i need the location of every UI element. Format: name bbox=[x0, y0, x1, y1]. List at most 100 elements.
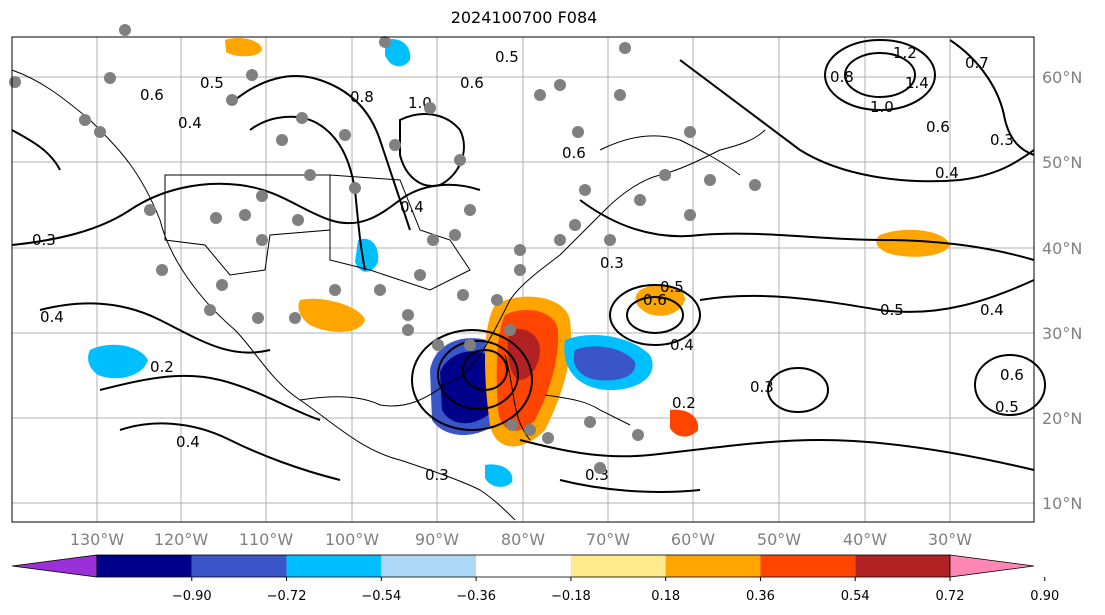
colorbar-extension-min bbox=[11, 554, 98, 578]
colorbar-tick-label: −0.36 bbox=[456, 589, 496, 604]
contour-label: 0.4 bbox=[178, 114, 202, 132]
colorbar-segment bbox=[97, 555, 192, 577]
contour-label: 0.3 bbox=[600, 254, 624, 272]
longitude-tick-label: 30°W bbox=[928, 530, 972, 549]
station-marker bbox=[684, 126, 696, 138]
latitude-tick-label: 60°N bbox=[1042, 68, 1082, 87]
station-marker bbox=[534, 89, 546, 101]
colorbar-segment bbox=[381, 555, 477, 577]
longitude-tick-label: 100°W bbox=[325, 530, 380, 549]
station-marker bbox=[572, 126, 584, 138]
mexico-positive-area bbox=[298, 298, 365, 332]
station-marker bbox=[524, 424, 536, 436]
station-marker bbox=[256, 190, 268, 202]
station-marker bbox=[432, 339, 444, 351]
station-marker bbox=[579, 184, 591, 196]
colorbar-tick-label: −0.72 bbox=[267, 589, 307, 604]
station-marker bbox=[226, 94, 238, 106]
station-marker bbox=[402, 309, 414, 321]
colorbar-tick-label: −0.18 bbox=[551, 589, 591, 604]
station-marker bbox=[457, 289, 469, 301]
longitude-tick-label: 90°W bbox=[415, 530, 459, 549]
station-marker bbox=[239, 209, 251, 221]
station-marker bbox=[156, 264, 168, 276]
contour-label: 0.3 bbox=[32, 231, 56, 249]
station-marker bbox=[292, 214, 304, 226]
station-marker bbox=[289, 312, 301, 324]
latitude-tick-label: 50°N bbox=[1042, 153, 1082, 172]
contour-label: 0.5 bbox=[660, 278, 684, 296]
contour-label: 0.4 bbox=[935, 164, 959, 182]
contour-label: 0.6 bbox=[460, 74, 484, 92]
station-marker bbox=[276, 134, 288, 146]
station-marker bbox=[339, 129, 351, 141]
latitude-tick-label: 30°N bbox=[1042, 324, 1082, 343]
station-marker bbox=[414, 269, 426, 281]
contour-label: 1.4 bbox=[905, 74, 929, 92]
contour-label: 0.6 bbox=[643, 291, 667, 309]
contour-label: 0.8 bbox=[830, 68, 854, 86]
station-marker bbox=[252, 312, 264, 324]
contour-label: 0.4 bbox=[176, 433, 200, 451]
station-marker bbox=[296, 112, 308, 124]
contour-label: 1.2 bbox=[893, 44, 917, 62]
station-marker bbox=[514, 244, 526, 256]
station-marker bbox=[619, 42, 631, 54]
longitude-tick-label: 120°W bbox=[154, 530, 209, 549]
station-marker bbox=[554, 234, 566, 246]
contour-label: 0.3 bbox=[750, 378, 774, 396]
colorbar-tick-label: −0.90 bbox=[172, 589, 212, 604]
station-marker bbox=[204, 304, 216, 316]
contour-label: 0.5 bbox=[995, 398, 1019, 416]
contour-label: 0.4 bbox=[400, 198, 424, 216]
station-marker bbox=[104, 72, 116, 84]
station-marker bbox=[569, 219, 581, 231]
station-marker bbox=[604, 234, 616, 246]
contours bbox=[11, 39, 1046, 493]
contour-label: 0.5 bbox=[880, 301, 904, 319]
contour-label: 1.0 bbox=[870, 98, 894, 116]
longitude-tick-label: 80°W bbox=[501, 530, 545, 549]
station-marker bbox=[349, 182, 361, 194]
contour-label: 0.5 bbox=[200, 74, 224, 92]
contour-labels: 0.4 0.3 0.2 0.4 0.6 0.5 0.4 0.8 0.6 1.0 … bbox=[32, 44, 1024, 484]
contour-label: 0.4 bbox=[670, 336, 694, 354]
station-marker bbox=[424, 102, 436, 114]
colorbar-tick-label: 0.72 bbox=[936, 589, 965, 604]
longitude-tick-label: 130°W bbox=[70, 530, 125, 549]
station-marker bbox=[614, 89, 626, 101]
longitude-tick-label: 60°W bbox=[671, 530, 715, 549]
latitude-tick-label: 20°N bbox=[1042, 409, 1082, 428]
station-marker bbox=[504, 324, 516, 336]
station-marker bbox=[119, 24, 131, 36]
station-markers bbox=[9, 24, 761, 474]
midatlantic-positive-area bbox=[876, 229, 950, 257]
station-marker bbox=[704, 174, 716, 186]
contour-label: 0.7 bbox=[965, 54, 989, 72]
colorbar-tick-label: −0.54 bbox=[361, 589, 401, 604]
longitude-tick-label: 50°W bbox=[757, 530, 801, 549]
station-marker bbox=[9, 76, 21, 88]
station-marker bbox=[749, 179, 761, 191]
station-marker bbox=[464, 204, 476, 216]
contour-label: 0.4 bbox=[40, 308, 64, 326]
canada-negative-patch bbox=[385, 39, 411, 67]
colorbar-segment bbox=[191, 555, 287, 577]
longitude-tick-label: 70°W bbox=[586, 530, 630, 549]
colorbar bbox=[11, 554, 1035, 578]
latitude-tick-label: 10°N bbox=[1042, 494, 1082, 513]
longitude-tick-label: 40°W bbox=[843, 530, 887, 549]
station-marker bbox=[427, 234, 439, 246]
contour-label: 0.2 bbox=[672, 394, 696, 412]
contour-label: 0.6 bbox=[140, 86, 164, 104]
station-marker bbox=[379, 36, 391, 48]
station-marker bbox=[256, 234, 268, 246]
map-border bbox=[11, 36, 1035, 523]
station-marker bbox=[659, 169, 671, 181]
map-title: 2024100700 F084 bbox=[450, 8, 598, 27]
station-marker bbox=[594, 462, 606, 474]
contour-label: 0.6 bbox=[1000, 366, 1024, 384]
longitude-labels: 130°W 120°W 110°W 100°W 90°W 80°W 70°W 60°W 50°W… bbox=[70, 530, 972, 549]
station-marker bbox=[389, 139, 401, 151]
